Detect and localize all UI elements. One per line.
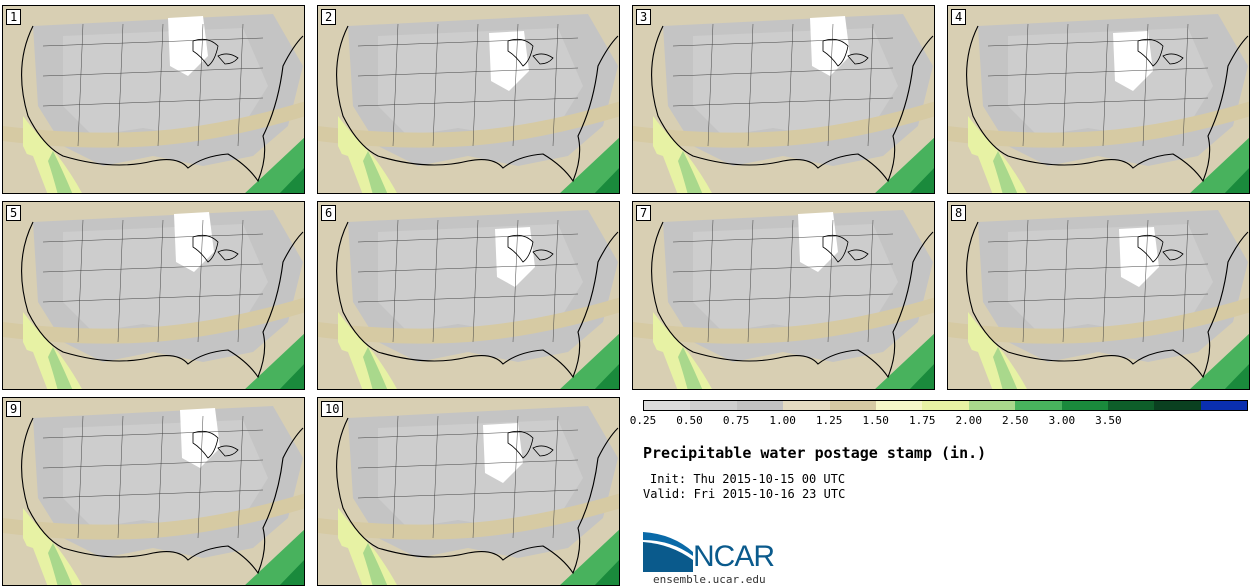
- member-panel-2: 2: [317, 5, 620, 194]
- precip-water-map: [318, 202, 619, 389]
- member-label: 5: [6, 205, 22, 221]
- colorbar-tick-label: 2.50: [1002, 414, 1029, 427]
- colorbar-ticks: 0.25 0.50 0.75 1.00 1.25 1.50 1.75 2.00 2.50 3.00…: [630, 414, 1260, 428]
- colorbar-tick-label: 3.50: [1095, 414, 1122, 427]
- colorbar-tick-label: 0.25: [629, 414, 657, 427]
- ncar-logo-icon: [643, 532, 693, 572]
- colorbar-swatch: [968, 401, 1016, 410]
- member-panel-7: 7: [632, 201, 935, 390]
- figure-title: Precipitable water postage stamp (in.): [643, 444, 987, 462]
- precip-water-map: [3, 398, 304, 585]
- member-panel-10: 10: [317, 397, 620, 586]
- member-panel-4: 4: [947, 5, 1250, 194]
- colorbar-swatch: [1107, 401, 1155, 410]
- colorbar-swatch: [783, 401, 830, 410]
- colorbar: [643, 400, 1248, 411]
- colorbar-swatch: [1154, 401, 1201, 410]
- precip-water-map: [3, 202, 304, 389]
- logo-url[interactable]: ensemble.ucar.edu: [653, 573, 766, 586]
- colorbar-tick-label: 3.00: [1048, 414, 1076, 427]
- colorbar-tick-label: 1.75: [908, 414, 936, 427]
- colorbar-swatch: [829, 401, 876, 410]
- member-label: 9: [6, 401, 22, 417]
- colorbar-swatch: [1015, 401, 1062, 410]
- init-time: Init: Thu 2015-10-15 00 UTC: [650, 472, 846, 486]
- precip-water-map: [633, 202, 934, 389]
- member-label: 6: [321, 205, 337, 221]
- precip-water-map: [633, 6, 934, 193]
- member-panel-3: 3: [632, 5, 935, 194]
- member-panel-8: 8: [947, 201, 1250, 390]
- colorbar-tick-label: 1.50: [862, 414, 889, 427]
- member-label: 8: [951, 205, 967, 221]
- member-label: 2: [321, 9, 337, 25]
- precip-water-map: [318, 398, 619, 585]
- colorbar-tick-label: 2.00: [955, 414, 983, 427]
- valid-time: Valid: Fri 2015-10-16 23 UTC: [643, 487, 846, 501]
- precip-water-map: [948, 6, 1249, 193]
- colorbar-swatch: [736, 401, 784, 410]
- ncar-logo: NCAR ensemble.ucar.edu: [643, 530, 803, 586]
- colorbar-swatch: [875, 401, 923, 410]
- member-panel-1: 1: [2, 5, 305, 194]
- colorbar-swatch: [644, 401, 691, 410]
- colorbar-swatch: [1061, 401, 1108, 410]
- member-label: 1: [6, 9, 22, 25]
- member-label: 4: [951, 9, 967, 25]
- colorbar-tick-label: 0.50: [676, 414, 703, 427]
- precip-water-map: [318, 6, 619, 193]
- colorbar-tick-label: 1.00: [769, 414, 796, 427]
- member-label: 7: [636, 205, 652, 221]
- member-panel-6: 6: [317, 201, 620, 390]
- colorbar-swatch: [690, 401, 737, 410]
- member-panel-5: 5: [2, 201, 305, 390]
- logo-text: NCAR: [693, 540, 775, 573]
- colorbar-tick-label: 0.75: [722, 414, 750, 427]
- colorbar-swatch: [1200, 401, 1248, 410]
- member-panel-9: 9: [2, 397, 305, 586]
- precip-water-map: [3, 6, 304, 193]
- member-label: 10: [321, 401, 344, 417]
- member-label: 3: [636, 9, 652, 25]
- precip-water-map: [948, 202, 1249, 389]
- colorbar-swatch: [922, 401, 969, 410]
- colorbar-tick-label: 1.25: [815, 414, 843, 427]
